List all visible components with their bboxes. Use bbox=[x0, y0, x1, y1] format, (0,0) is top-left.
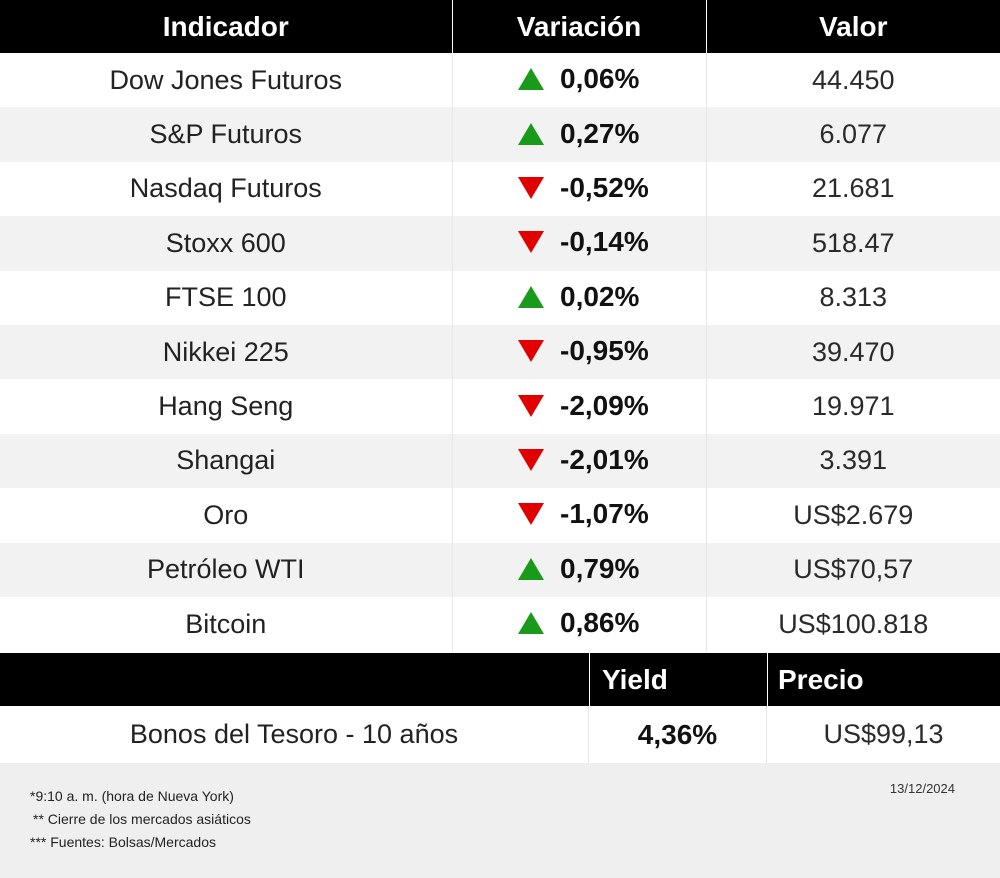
variation-cell: 0,79% bbox=[452, 542, 707, 597]
indicator-value: 21.681 bbox=[706, 161, 1000, 217]
indicator-name: Dow Jones Futuros bbox=[0, 53, 453, 108]
variation-cell: 0,86% bbox=[452, 596, 707, 652]
variation-cell: 0,02% bbox=[452, 270, 707, 325]
indicator-value: 44.450 bbox=[706, 53, 1000, 108]
indicator-name: Nasdaq Futuros bbox=[0, 161, 453, 217]
footnote-asian-close: ** Cierre de los mercados asiáticos bbox=[33, 811, 251, 827]
market-indicators-table: Indicador Variación Valor Dow Jones Futu… bbox=[0, 0, 1000, 652]
footer-notes: 13/12/2024 *9:10 a. m. (hora de Nueva Yo… bbox=[0, 763, 1000, 878]
footnote-sources: *** Fuentes: Bolsas/Mercados bbox=[30, 834, 216, 850]
triangle-up-icon bbox=[518, 557, 544, 580]
indicator-value: 8.313 bbox=[706, 270, 1000, 325]
variation-cell: -2,01% bbox=[452, 433, 707, 489]
market-indicators-table-wrap: Indicador Variación Valor Dow Jones Futu… bbox=[0, 0, 1000, 652]
bond-price: US$99,13 bbox=[823, 719, 944, 749]
variation-wrap: 0,02% bbox=[518, 281, 668, 313]
indicator-value: 518.47 bbox=[706, 216, 1000, 271]
variation-value: -2,09% bbox=[560, 389, 649, 421]
header-value: Valor bbox=[706, 0, 1000, 53]
header-indicator: Indicador bbox=[0, 0, 453, 53]
variation-wrap: 0,27% bbox=[518, 118, 668, 150]
triangle-down-icon bbox=[518, 448, 544, 471]
indicator-value: 19.971 bbox=[706, 379, 1000, 434]
table-header: Indicador Variación Valor bbox=[0, 0, 1000, 53]
variation-wrap: -1,07% bbox=[518, 498, 668, 530]
table-body: Dow Jones Futuros 0,06% 44.450 S&P Futuros 0… bbox=[0, 53, 1000, 652]
indicator-name: FTSE 100 bbox=[0, 270, 453, 325]
variation-value: -1,07% bbox=[560, 498, 649, 530]
indicator-name: Oro bbox=[0, 488, 453, 543]
indicator-name: Petróleo WTI bbox=[0, 542, 453, 597]
variation-value: -0,95% bbox=[560, 335, 649, 367]
bond-name: Bonos del Tesoro - 10 años bbox=[0, 706, 589, 763]
variation-wrap: -0,95% bbox=[518, 335, 668, 367]
bonds-header-spacer bbox=[0, 653, 589, 706]
indicator-name: S&P Futuros bbox=[0, 107, 453, 162]
bonds-section: Yield Precio Bonos del Tesoro - 10 años … bbox=[0, 653, 1000, 763]
indicator-name: Shangai bbox=[0, 433, 453, 489]
variation-wrap: -2,09% bbox=[518, 390, 668, 422]
variation-cell: 0,27% bbox=[452, 107, 707, 162]
triangle-down-icon bbox=[518, 394, 544, 417]
bond-row: Bonos del Tesoro - 10 años 4,36% US$99,1… bbox=[0, 706, 1000, 763]
variation-cell: 0,06% bbox=[452, 53, 707, 108]
variation-cell: -0,95% bbox=[452, 324, 707, 380]
table-row: Petróleo WTI 0,79% US$70,57 bbox=[0, 542, 1000, 597]
indicator-value: 6.077 bbox=[706, 107, 1000, 162]
triangle-up-icon bbox=[518, 612, 544, 635]
variation-wrap: -0,14% bbox=[518, 226, 668, 258]
header-price: Precio bbox=[767, 653, 1000, 706]
triangle-down-icon bbox=[518, 176, 544, 199]
indicator-value: US$100.818 bbox=[706, 596, 1000, 652]
triangle-up-icon bbox=[518, 68, 544, 91]
table-row: S&P Futuros 0,27% 6.077 bbox=[0, 107, 1000, 162]
indicator-value: US$2.679 bbox=[706, 488, 1000, 543]
header-variation: Variación bbox=[452, 0, 707, 53]
variation-cell: -2,09% bbox=[452, 379, 707, 434]
variation-value: 0,02% bbox=[560, 280, 640, 312]
indicator-name: Hang Seng bbox=[0, 379, 453, 434]
triangle-down-icon bbox=[518, 231, 544, 254]
variation-value: -0,14% bbox=[560, 226, 649, 258]
variation-cell: -0,52% bbox=[452, 161, 707, 217]
table-row: Bitcoin 0,86% US$100.818 bbox=[0, 596, 1000, 652]
variation-value: -2,01% bbox=[560, 443, 649, 475]
indicator-value: 39.470 bbox=[706, 324, 1000, 380]
indicator-value: 3.391 bbox=[706, 433, 1000, 489]
variation-value: 0,86% bbox=[560, 607, 640, 639]
variation-wrap: 0,86% bbox=[518, 607, 668, 639]
table-row: Dow Jones Futuros 0,06% 44.450 bbox=[0, 53, 1000, 108]
variation-value: 0,79% bbox=[560, 552, 640, 584]
bond-yield: 4,36% bbox=[589, 706, 767, 763]
variation-wrap: -0,52% bbox=[518, 172, 668, 204]
triangle-down-icon bbox=[518, 503, 544, 526]
variation-wrap: 0,79% bbox=[518, 553, 668, 585]
table-row: Nikkei 225 -0,95% 39.470 bbox=[0, 324, 1000, 380]
variation-value: 0,27% bbox=[560, 117, 640, 149]
variation-wrap: -2,01% bbox=[518, 444, 668, 476]
triangle-up-icon bbox=[518, 122, 544, 145]
table-row: FTSE 100 0,02% 8.313 bbox=[0, 270, 1000, 325]
header-yield: Yield bbox=[589, 653, 767, 706]
table-row: Hang Seng -2,09% 19.971 bbox=[0, 379, 1000, 434]
report-date: 13/12/2024 bbox=[889, 781, 955, 796]
triangle-down-icon bbox=[518, 340, 544, 363]
table-row: Nasdaq Futuros -0,52% 21.681 bbox=[0, 161, 1000, 217]
indicator-name: Bitcoin bbox=[0, 596, 453, 652]
header-row: Indicador Variación Valor bbox=[0, 0, 1000, 53]
variation-value: -0,52% bbox=[560, 171, 649, 203]
indicator-name: Stoxx 600 bbox=[0, 216, 453, 271]
bonds-header: Yield Precio bbox=[0, 653, 1000, 706]
variation-value: 0,06% bbox=[560, 63, 640, 95]
table-row: Shangai -2,01% 3.391 bbox=[0, 433, 1000, 489]
indicator-name: Nikkei 225 bbox=[0, 324, 453, 380]
footnote-time: *9:10 a. m. (hora de Nueva York) bbox=[30, 788, 234, 804]
variation-cell: -1,07% bbox=[452, 488, 707, 543]
variation-cell: -0,14% bbox=[452, 216, 707, 271]
triangle-up-icon bbox=[518, 285, 544, 308]
table-row: Stoxx 600 -0,14% 518.47 bbox=[0, 216, 1000, 271]
indicator-value: US$70,57 bbox=[706, 542, 1000, 597]
variation-wrap: 0,06% bbox=[518, 63, 668, 95]
table-row: Oro -1,07% US$2.679 bbox=[0, 488, 1000, 543]
